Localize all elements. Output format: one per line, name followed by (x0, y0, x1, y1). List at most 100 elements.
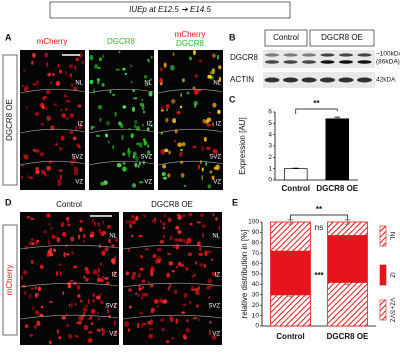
cell (159, 77, 163, 83)
cell (47, 250, 52, 254)
cell (66, 100, 71, 103)
cell (215, 273, 218, 278)
cell (98, 57, 103, 61)
cell (150, 123, 153, 128)
cell (201, 175, 204, 181)
cell (46, 213, 51, 218)
cell (113, 271, 116, 277)
column-header: DGCR8 (176, 39, 205, 48)
cell (58, 169, 63, 172)
cell (47, 72, 52, 77)
y-tick-label: 1 (268, 165, 272, 172)
cell (42, 230, 48, 234)
cell (105, 281, 110, 286)
cell (35, 80, 40, 85)
cell (48, 300, 53, 304)
cell (141, 296, 143, 300)
cell (69, 113, 74, 118)
legend-swatch (379, 225, 387, 247)
significance-bracket (290, 214, 348, 220)
cell (68, 64, 74, 69)
cell (53, 103, 57, 106)
band (265, 53, 279, 57)
cell (41, 105, 45, 110)
cell (205, 161, 208, 166)
cell (70, 279, 73, 282)
cell (193, 273, 196, 277)
cell (57, 63, 60, 68)
cell (211, 271, 216, 276)
cell (76, 284, 80, 290)
cell (40, 122, 45, 126)
cell (34, 286, 37, 290)
cell (214, 149, 218, 155)
band (339, 60, 353, 64)
y-tick-label: 3 (268, 143, 272, 150)
cell (172, 52, 175, 56)
cell (195, 260, 198, 265)
cell (149, 269, 153, 273)
cell (162, 222, 166, 226)
cell (46, 61, 49, 68)
region-label: IZ (216, 122, 222, 128)
bar-segment (270, 294, 311, 327)
cell (106, 308, 109, 314)
cell (32, 305, 35, 311)
cell (206, 146, 211, 151)
cell (134, 119, 138, 125)
y-tick-label: 2 (268, 154, 272, 161)
significance-bracket (295, 108, 338, 114)
cell (164, 148, 169, 153)
cell (176, 266, 178, 269)
cell (79, 220, 83, 223)
cell (201, 167, 204, 172)
cell (88, 331, 93, 334)
region-boundary (88, 160, 155, 166)
cell (81, 60, 85, 64)
side-label-box (2, 224, 18, 336)
cell (142, 285, 144, 290)
cell (180, 93, 183, 97)
cell (59, 146, 63, 151)
cell (68, 333, 73, 340)
cell (99, 262, 103, 266)
cell (24, 85, 29, 91)
cell (181, 78, 186, 83)
cell (55, 271, 59, 276)
cell (183, 184, 187, 188)
cell (44, 52, 49, 58)
band (338, 77, 354, 83)
cell (32, 52, 36, 58)
cell (159, 67, 163, 72)
cell (95, 295, 101, 300)
cell (77, 234, 81, 240)
cell (105, 133, 108, 138)
cell (161, 328, 165, 332)
cell (77, 294, 81, 298)
cell (132, 151, 137, 157)
band (302, 53, 316, 57)
cell (206, 285, 211, 290)
cell (28, 241, 33, 246)
cell (96, 328, 102, 333)
cell (58, 263, 62, 267)
cell (91, 126, 93, 131)
legend-swatch (379, 299, 387, 321)
cell (26, 215, 30, 219)
region-boundary (19, 160, 86, 166)
y-tick-label: 80 (252, 240, 260, 247)
cell (196, 241, 201, 247)
cell (177, 215, 182, 220)
cell (40, 152, 45, 157)
region-label: VZ (75, 180, 83, 186)
cell (184, 336, 187, 340)
cell (148, 60, 151, 63)
cell (102, 220, 105, 224)
cell (174, 128, 178, 134)
band (301, 77, 317, 83)
panel-label: E (232, 197, 238, 207)
cell (19, 164, 25, 167)
side-label: DGCR8 OE (5, 99, 14, 141)
cell (162, 234, 165, 238)
